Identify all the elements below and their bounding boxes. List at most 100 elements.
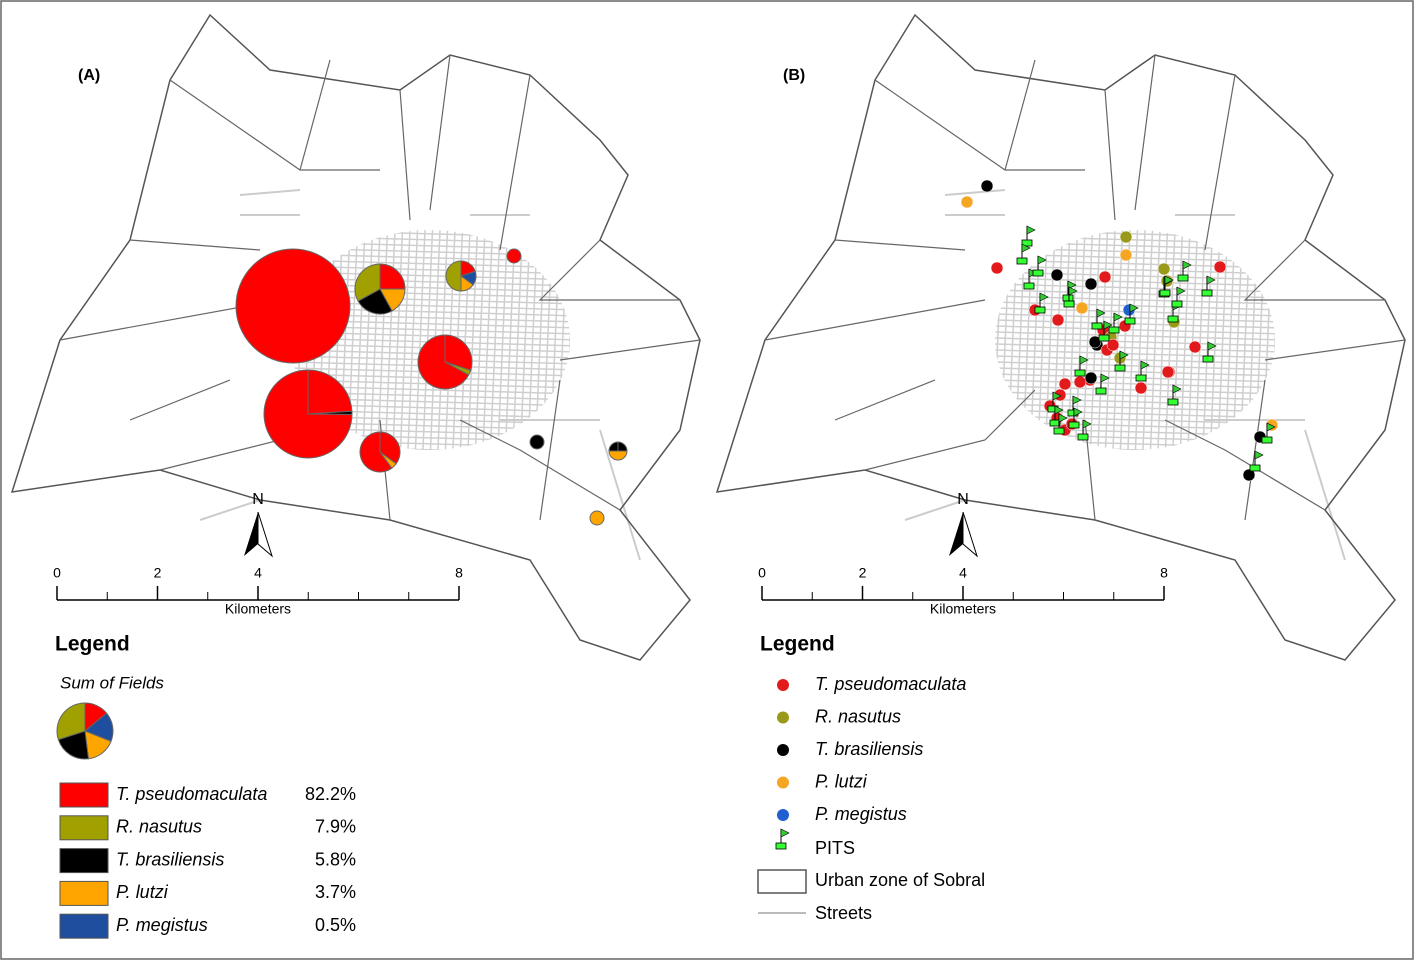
legend-name: P. lutzi <box>815 771 868 791</box>
street <box>1304 429 1346 561</box>
pit-flag <box>1172 384 1182 394</box>
pit-flag <box>1113 312 1123 322</box>
street <box>995 289 1275 299</box>
legend-share: 0.5% <box>315 915 356 935</box>
street <box>995 433 1275 443</box>
zone-boundary <box>169 79 380 171</box>
street <box>995 421 1275 431</box>
pit-base <box>1167 315 1179 323</box>
street <box>290 458 580 466</box>
pit-flag <box>1058 413 1068 423</box>
pie-slice <box>529 434 545 450</box>
street <box>995 277 1275 287</box>
pit-flag <box>1021 243 1031 253</box>
legend-streets-label: Streets <box>815 903 872 923</box>
pit-base <box>1063 300 1075 308</box>
street <box>995 247 1275 257</box>
pit-base <box>1124 317 1136 325</box>
pit-base <box>1159 289 1171 297</box>
occurrence-dot <box>1188 340 1202 354</box>
pie-slice <box>235 248 351 364</box>
legend-title: Legend <box>55 633 130 656</box>
pit-base <box>1021 239 1033 247</box>
north-arrow <box>949 512 963 556</box>
legend-share: 5.8% <box>315 849 356 869</box>
street <box>995 235 1275 245</box>
pie-slice <box>379 263 406 290</box>
north-label: N <box>252 491 264 508</box>
pit-base <box>1167 398 1179 406</box>
street <box>944 189 1006 196</box>
pit-flag <box>1072 395 1082 405</box>
zone-boundary <box>834 379 936 421</box>
zone-boundary <box>1134 54 1156 211</box>
street <box>414 230 426 450</box>
legend-swatch <box>59 815 109 841</box>
zone-boundary <box>129 379 231 421</box>
street <box>995 301 1275 311</box>
legend-swatch <box>59 880 109 906</box>
occurrence-dot <box>1213 260 1227 274</box>
street <box>290 265 570 275</box>
zone-boundary <box>559 339 701 361</box>
street <box>239 189 301 196</box>
zone-boundary <box>429 54 451 211</box>
street <box>995 445 1275 450</box>
street <box>599 429 641 561</box>
legend-name: R. nasutus <box>116 817 202 837</box>
street <box>995 391 1275 401</box>
occurrence-dot <box>1106 338 1120 352</box>
pit-flag <box>1119 350 1129 360</box>
map-panel: (A) N 0 2 4 8 Kilometers Legend Sum of Fields T. … <box>10 13 701 939</box>
pit-flag <box>1079 355 1089 365</box>
legend-dot <box>777 809 789 821</box>
scale-unit: Kilometers <box>930 601 996 617</box>
pit-flag <box>1254 450 1264 460</box>
pie-slice <box>357 288 393 315</box>
street <box>995 230 1275 239</box>
scale-tick-label: 0 <box>758 565 766 581</box>
pit-flag <box>1207 341 1217 351</box>
street <box>199 499 261 521</box>
scale-tick-label: 4 <box>254 565 262 581</box>
occurrence-dot <box>1119 248 1133 262</box>
occurrence-dot <box>1050 268 1064 282</box>
pit-base <box>1171 300 1183 308</box>
legend-swatch <box>59 848 109 874</box>
legend-zone-label: Urban zone of Sobral <box>815 870 985 890</box>
legend-pits: PITS <box>815 838 855 858</box>
pit-base <box>1034 306 1046 314</box>
occurrence-dot <box>1084 277 1098 291</box>
pit-flag <box>1052 391 1062 401</box>
legend-dot <box>777 679 789 691</box>
pit-flag <box>1026 225 1036 235</box>
pit-flag <box>1266 422 1276 432</box>
north-label: N <box>957 491 969 508</box>
legend-dot <box>777 711 789 724</box>
occurrence-dot <box>1134 381 1148 395</box>
zone-boundary <box>1204 74 1236 251</box>
legend-zone <box>757 869 807 894</box>
pit-base <box>1098 334 1110 342</box>
legend-name: P. lutzi <box>116 882 169 902</box>
occurrence-dot <box>1075 301 1089 315</box>
legend-name: T. brasiliensis <box>116 849 224 869</box>
street <box>290 230 570 239</box>
zone-boundary <box>1164 419 1326 511</box>
occurrence-dot <box>1098 270 1112 284</box>
zone-boundary <box>459 419 621 511</box>
legend-name: T. pseudomaculata <box>116 784 267 804</box>
zone-boundary <box>834 239 966 251</box>
pit-flag <box>1039 292 1049 302</box>
pit-flag <box>1082 419 1092 429</box>
street <box>290 241 570 251</box>
pit-flag <box>1037 255 1047 265</box>
pie-slice <box>444 334 473 371</box>
zone-boundary <box>539 379 561 521</box>
legend-name: P. megistus <box>116 915 208 935</box>
street <box>995 241 1275 251</box>
pit-base <box>1077 433 1089 441</box>
pit-flag <box>1073 407 1083 417</box>
legend-share: 3.7% <box>315 882 356 902</box>
street <box>995 265 1275 275</box>
